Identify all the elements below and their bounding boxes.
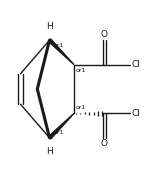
Text: O: O — [101, 30, 108, 39]
Text: or1: or1 — [54, 130, 65, 135]
Text: or1: or1 — [75, 68, 86, 73]
Text: H: H — [46, 147, 53, 156]
Text: O: O — [101, 139, 108, 148]
Polygon shape — [48, 113, 74, 139]
Text: or1: or1 — [54, 43, 65, 48]
Text: Cl: Cl — [132, 60, 141, 69]
Text: H: H — [46, 22, 53, 31]
Polygon shape — [48, 39, 74, 65]
Text: or1: or1 — [75, 105, 86, 110]
Text: Cl: Cl — [132, 109, 141, 118]
